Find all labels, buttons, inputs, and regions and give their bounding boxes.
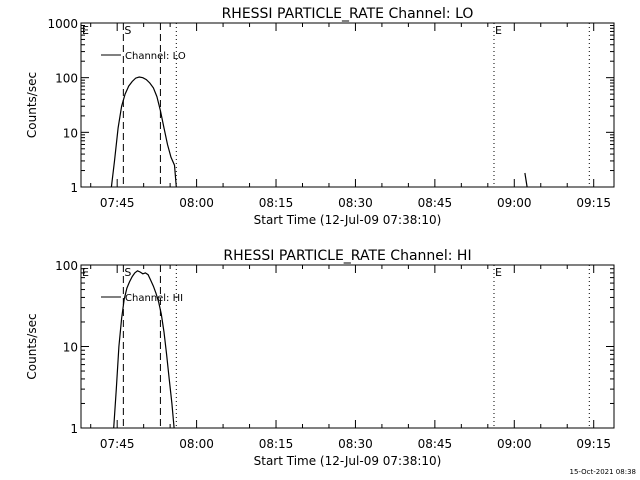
panel-0-xtick-label: 08:30 [338,196,373,210]
panel-0-marker-label: E [495,24,502,37]
panel-0-xtick-label: 09:00 [497,196,532,210]
panel-1-xtick-label: 08:15 [259,437,294,451]
panel-1-series-0-line [113,270,175,429]
panel-0-ytick-label: 1000 [47,17,78,31]
panel-0-xlabel: Start Time (12-Jul-09 07:38:10) [254,213,442,227]
panel-0-series-0-line [110,76,177,188]
panel-0-title: RHESSI PARTICLE_RATE Channel: LO [222,6,474,22]
panel-1-xtick-label: 09:15 [576,437,611,451]
panel-1-ytick-label: 10 [63,341,78,355]
panel-0-xtick-label: 08:15 [259,196,294,210]
panel-0-xtick-label: 08:00 [179,196,214,210]
panel-1-marker-label: S [124,266,131,279]
panel-1-xtick-label: 09:00 [497,437,532,451]
panel-1-marker-label: E [82,266,89,279]
panel-1-xtick-label: 07:45 [100,437,135,451]
panel-1-xlabel: Start Time (12-Jul-09 07:38:10) [254,454,442,468]
panel-1-ytick-label: 1 [70,422,78,436]
panel-0-legend-label: Channel: LO [125,51,186,62]
panel-1-xtick-label: 08:00 [179,437,214,451]
chart-panel-lo: RHESSI PARTICLE_RATE Channel: LO Counts/s… [25,6,615,227]
panel-1-xtick-label: 08:30 [338,437,373,451]
panel-1-ylabel: Counts/sec [25,313,39,379]
panel-1-xtick-label: 08:45 [418,437,453,451]
panel-1-legend-label: Channel: HI [125,293,183,304]
panel-1-title: RHESSI PARTICLE_RATE Channel: HI [223,248,471,264]
panel-0-xtick-label: 08:45 [418,196,453,210]
panel-0-xtick-label: 07:45 [100,196,135,210]
panel-0-ylabel: Counts/sec [25,72,39,138]
panel-0-marker-label: S [124,24,131,37]
panel-0-marker-label: E [82,24,89,37]
panel-0-plot-frame [80,22,615,188]
panel-0-ytick-label: 1 [70,181,78,195]
panel-1-marker-label: E [495,266,502,279]
footer-timestamp: 15-Oct-2021 08:38 [570,468,636,476]
panel-1-ytick-label: 100 [55,259,78,273]
panel-0-xtick-label: 09:15 [576,196,611,210]
panel-0-series-1-line [524,172,528,188]
panel-0-ytick-label: 100 [55,72,78,86]
chart-panel-hi: RHESSI PARTICLE_RATE Channel: HI Counts/s… [25,248,615,468]
panel-0-ytick-label: 10 [63,126,78,140]
